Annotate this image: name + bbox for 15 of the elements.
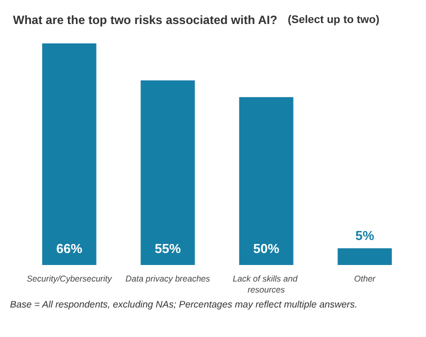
bar xyxy=(239,97,294,265)
data-label: 50% xyxy=(253,241,280,256)
chart-subtitle: (Select up to two) xyxy=(288,14,380,26)
bar xyxy=(42,43,96,265)
x-tick-label: Lack of skills and resources xyxy=(232,274,300,294)
bar xyxy=(338,248,392,265)
chart-title: What are the top two risks associated with AI? xyxy=(13,13,278,27)
data-label: 55% xyxy=(154,241,182,256)
x-tick-label: Other xyxy=(354,274,377,284)
x-tick-label: Data privacy breaches xyxy=(125,274,211,284)
x-tick-label: Security/Cybersecurity xyxy=(26,274,113,284)
data-label: 66% xyxy=(56,241,83,256)
bar xyxy=(140,80,195,265)
data-label: 5% xyxy=(355,228,375,244)
text: Base = All respondents, excluding NAs; Percentages may reflect multiple answers. xyxy=(10,300,358,310)
